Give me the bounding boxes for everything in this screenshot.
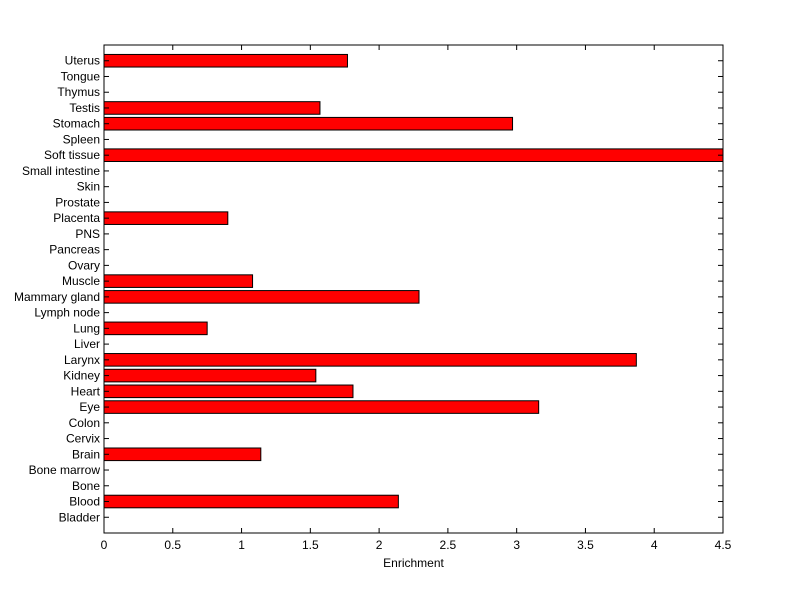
bar-blood <box>103 494 399 509</box>
bar-larynx <box>103 353 637 367</box>
y-tick-label: Blood <box>69 495 100 509</box>
y-tick-label: Kidney <box>63 369 100 383</box>
x-tick-label: 1.5 <box>302 538 319 552</box>
y-tick-label: Muscle <box>62 274 100 288</box>
y-tick-label: Eye <box>79 400 100 414</box>
y-tick-label: Colon <box>69 416 100 430</box>
bar-uterus <box>103 53 348 68</box>
y-tick-label: Bone marrow <box>29 463 101 477</box>
x-tick-label: 3 <box>513 538 520 552</box>
x-tick-label: 2 <box>376 538 383 552</box>
x-tick-label: 4 <box>651 538 658 552</box>
bar-soft-tissue <box>103 148 724 162</box>
y-tick-label: Small intestine <box>22 164 100 178</box>
bar-mammary-gland <box>103 290 420 304</box>
y-tick-label: Prostate <box>55 195 100 209</box>
bar-placenta <box>103 211 229 225</box>
y-tick-label: Ovary <box>68 258 100 272</box>
y-tick-label: Spleen <box>63 132 100 146</box>
x-tick-label: 2.5 <box>440 538 457 552</box>
plot-frame <box>103 44 724 534</box>
y-tick-label: PNS <box>75 227 100 241</box>
y-tick-label: Bone <box>72 479 100 493</box>
x-tick-label: 0.5 <box>164 538 181 552</box>
y-tick-label: Skin <box>77 180 100 194</box>
y-tick-label: Lymph node <box>34 306 100 320</box>
y-tick-label: Tongue <box>61 69 101 83</box>
bars-group <box>103 53 724 509</box>
y-tick-label: Lung <box>73 321 100 335</box>
bar-heart <box>103 384 354 399</box>
y-tick-label: Stomach <box>53 117 100 131</box>
y-tick-label: Placenta <box>53 211 100 225</box>
y-tick-label: Heart <box>71 384 101 398</box>
x-axis-label: Enrichment <box>383 556 444 570</box>
y-tick-label: Testis <box>69 101 100 115</box>
bar-muscle <box>103 274 254 288</box>
x-tick-label: 4.5 <box>715 538 732 552</box>
y-tick-label: Uterus <box>65 54 100 68</box>
bar-lung <box>103 321 208 336</box>
y-tick-label: Soft tissue <box>44 148 100 162</box>
bar-eye <box>103 400 540 414</box>
bar-brain <box>103 447 262 462</box>
y-tick-label: Larynx <box>64 353 100 367</box>
x-tick-label: 1 <box>238 538 245 552</box>
y-tick-label: Brain <box>72 447 100 461</box>
y-tick-label: Bladder <box>59 510 100 524</box>
x-tick-label: 0 <box>101 538 108 552</box>
bar-kidney <box>103 368 317 383</box>
bar-stomach <box>103 116 514 131</box>
y-tick-label: Liver <box>74 337 100 351</box>
bar-testis <box>103 101 321 115</box>
y-tick-label: Mammary gland <box>14 290 100 304</box>
y-tick-label: Thymus <box>57 85 100 99</box>
x-tick-label: 3.5 <box>577 538 594 552</box>
y-tick-label: Pancreas <box>49 243 100 257</box>
y-tick-label: Cervix <box>66 432 100 446</box>
